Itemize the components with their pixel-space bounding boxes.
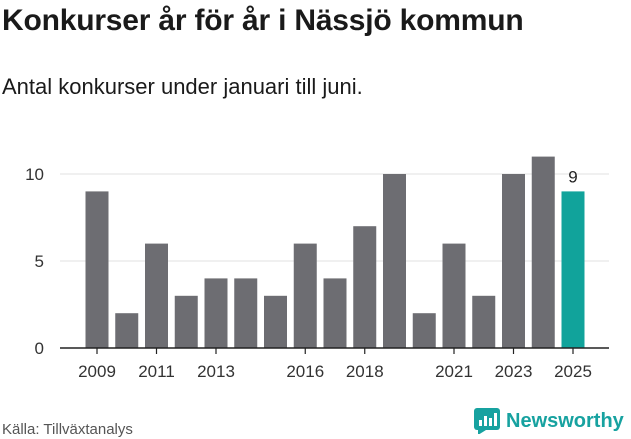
x-tick-label: 2021 [435,362,473,381]
data-label: 9 [568,167,577,186]
x-tick-label: 2018 [346,362,384,381]
chart-subtitle: Antal konkurser under januari till juni. [2,74,363,99]
bar-2010 [115,313,139,348]
x-tick-label: 2009 [78,362,116,381]
bar-2024 [531,156,555,348]
bar-2021 [442,243,466,348]
brand-name: Newsworthy [506,409,624,432]
bar-2015 [264,295,287,348]
y-tick-label: 5 [35,252,44,271]
bar-2018 [353,226,377,348]
newsworthy-logo: Newsworthy [474,408,624,434]
bar-2014 [234,278,258,348]
bar-2022 [472,295,496,348]
bar-2019 [383,174,406,348]
bar-2011 [145,243,168,348]
bar-2016 [293,243,317,348]
newsworthy-chart-icon [474,408,500,434]
source-note: Källa: Tillväxtanalys [2,421,133,438]
bar-chart: 0 5 10 9 2009 2011 2013 2016 2018 2021 2023 2025 [25,156,609,381]
chart-title: Konkurser år för år i Nässjö kommun [2,4,524,37]
bar-2009 [85,191,109,348]
bar-2020 [412,313,436,348]
x-tick-label: 2023 [495,362,533,381]
bar-2025 [561,191,585,348]
x-tick-label: 2013 [197,362,235,381]
y-tick-label: 10 [25,165,44,184]
x-tick-label: 2025 [554,362,592,381]
x-tick-label: 2016 [286,362,324,381]
bar-2012 [174,295,198,348]
y-tick-label: 0 [35,339,44,358]
bar-2023 [502,174,525,348]
bar-2013 [204,278,228,348]
bar-2017 [323,278,347,348]
x-tick-label: 2011 [138,362,175,381]
